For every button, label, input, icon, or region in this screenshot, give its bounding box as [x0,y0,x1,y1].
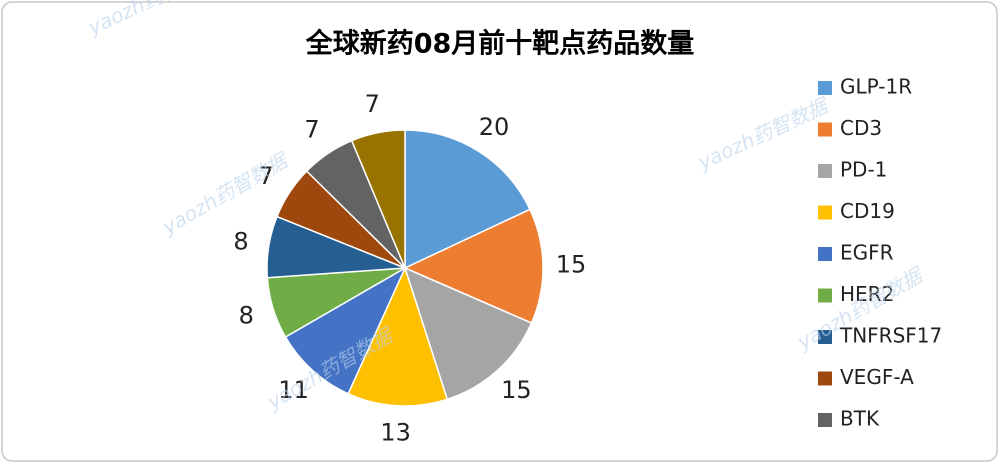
value-label: 15 [501,376,532,404]
legend-label: TNFRSF17 [839,324,942,348]
legend-swatch [818,164,832,178]
legend-swatch [818,205,832,220]
legend-swatch [818,247,832,261]
legend-swatch [818,81,832,95]
legend-label: BTK [840,407,880,431]
legend-swatch [818,413,832,427]
pie-slice [404,129,531,270]
legend-label: EGFR [840,241,894,265]
value-label: 13 [380,419,411,447]
pie-slice [350,129,406,269]
value-label: 8 [239,302,254,330]
legend-label: CD19 [840,199,895,223]
legend-label: HER2 [840,282,894,306]
pie-slice [284,266,407,395]
legend-label: GLP-1R [840,75,912,99]
pie-slice [403,208,544,325]
value-label: 20 [479,113,510,141]
legend-swatch [818,371,832,386]
value-label: 7 [365,90,380,118]
legend-swatch [818,288,832,303]
legend-swatch [818,122,832,137]
value-label: 15 [556,251,587,279]
legend-swatch [818,330,832,344]
chart-title: 全球新药08月前十靶点药品数量 [305,28,695,60]
value-label: 11 [278,376,309,404]
value-label: 8 [233,227,248,255]
value-label: 7 [304,115,319,143]
legend-label: VEGF-A [840,365,914,389]
value-label: 7 [259,162,274,190]
legend-label: PD-1 [840,158,887,182]
pie-slice [403,266,533,401]
pie-slice [347,265,449,407]
legend-label: CD3 [840,116,882,140]
